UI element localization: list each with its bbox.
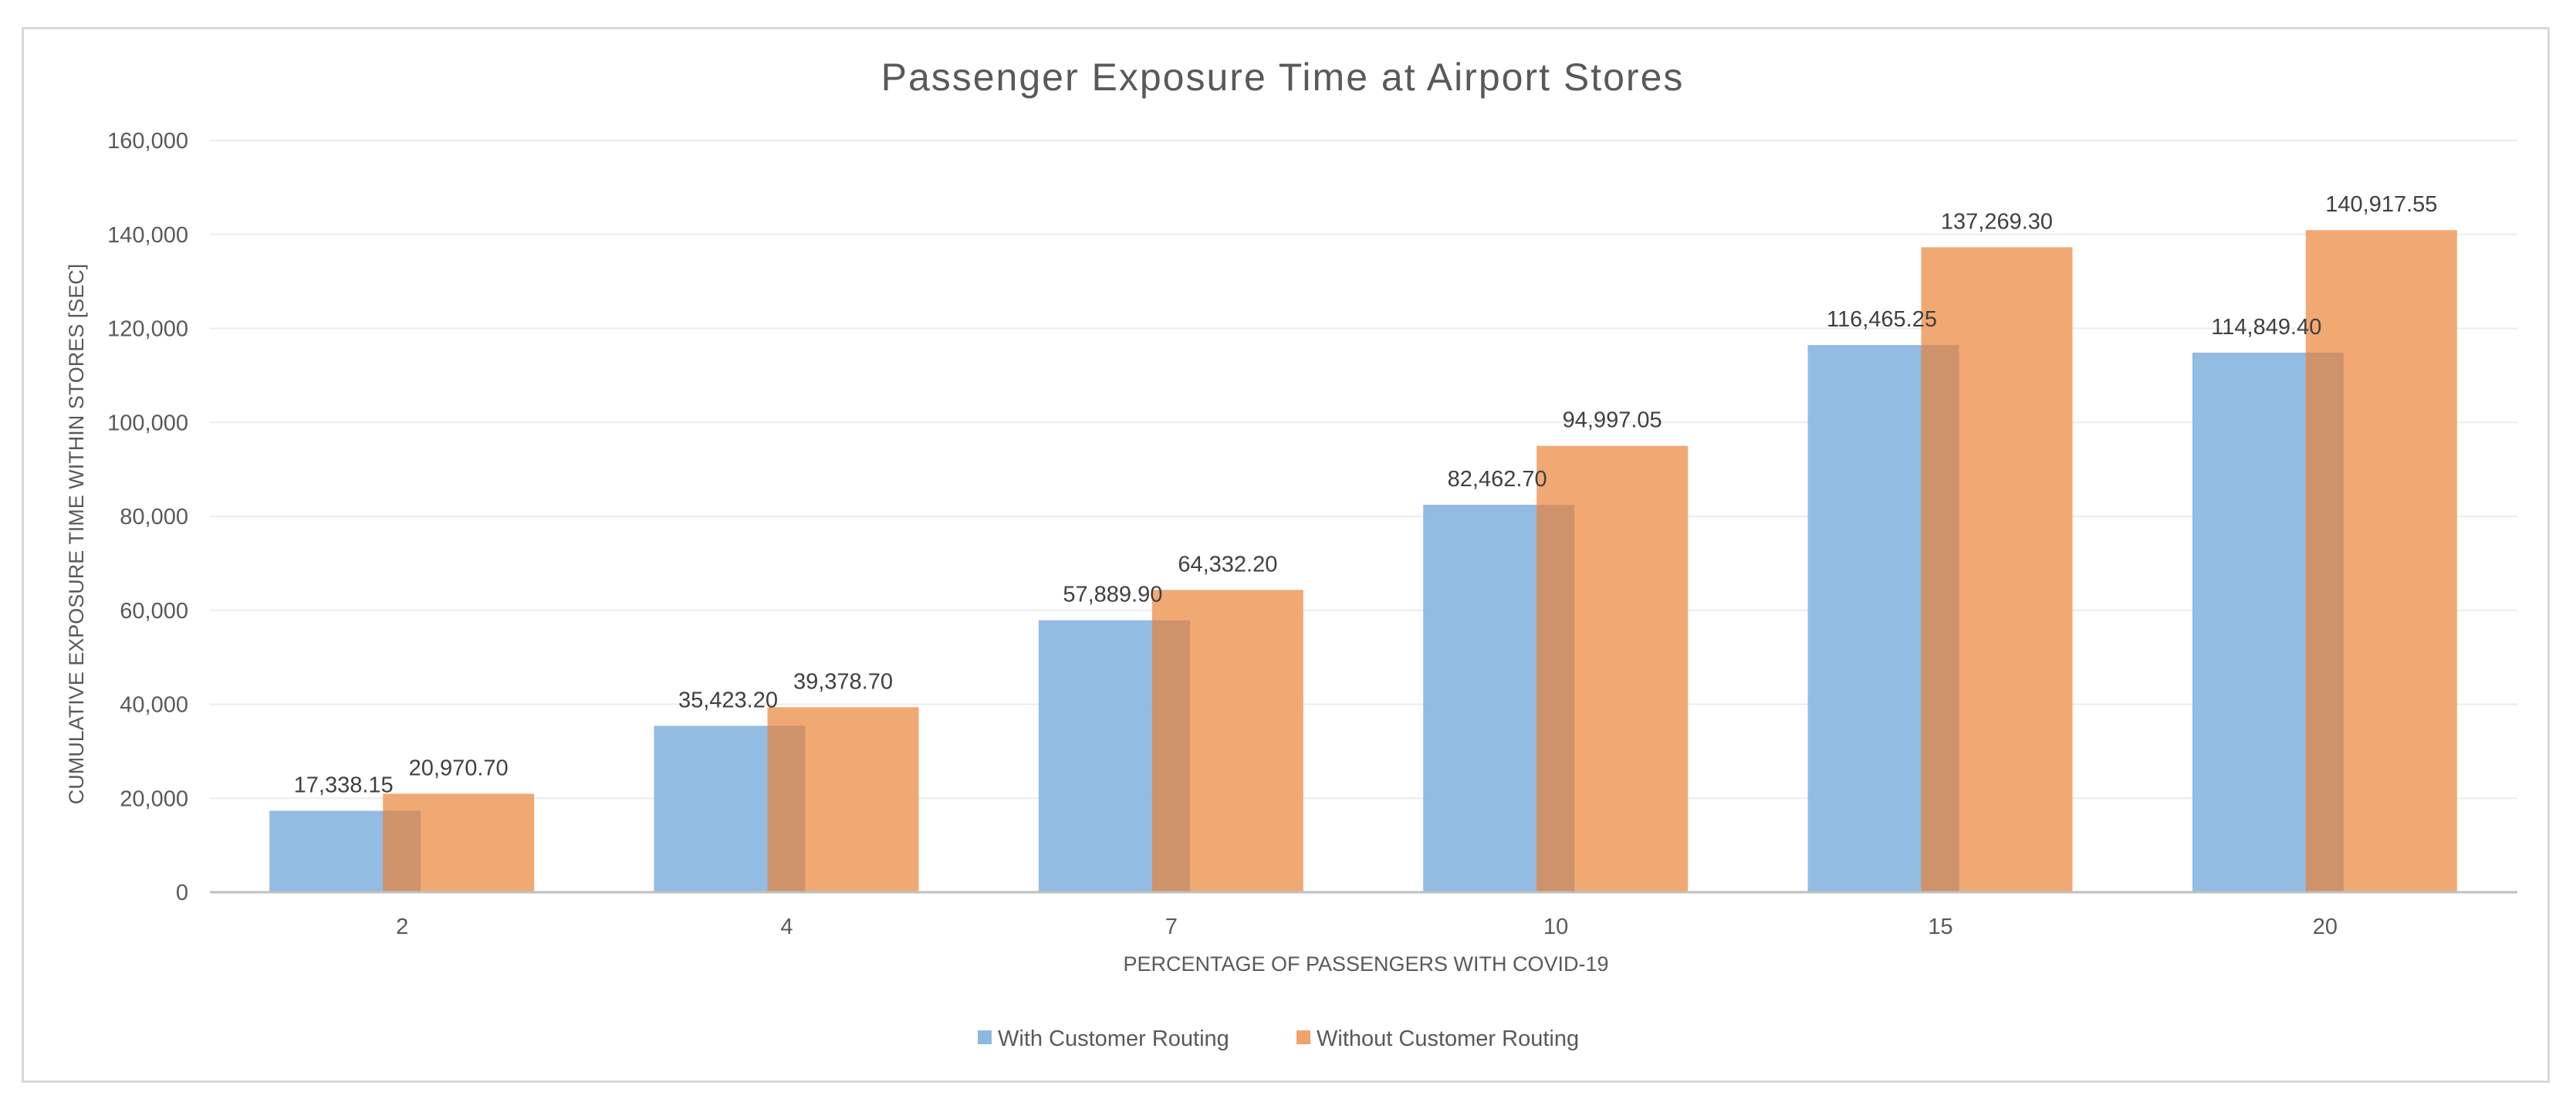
y-tick-label: 40,000 <box>120 693 188 718</box>
y-tick-label: 60,000 <box>120 599 188 624</box>
y-tick-label: 120,000 <box>107 317 188 342</box>
bar-overlap <box>1921 345 1959 892</box>
bars <box>269 230 2457 893</box>
data-label: 82,462.70 <box>1448 467 1547 492</box>
bar-overlap <box>1151 620 1190 892</box>
data-label: 140,917.55 <box>2325 192 2437 217</box>
y-tick-label: 0 <box>176 881 188 905</box>
x-tick-label: 10 <box>1543 915 1568 939</box>
gridlines <box>210 140 2517 800</box>
chart-frame <box>22 27 2550 1083</box>
legend-swatch <box>1296 1030 1310 1044</box>
data-labels: 17,338.15 35,423.20 57,889.90 82,462.70 116,… <box>294 192 2438 797</box>
y-tick-label: 20,000 <box>120 786 188 811</box>
data-label: 39,378.70 <box>793 669 893 694</box>
legend-label: Without Customer Routing <box>1317 1027 1579 1051</box>
legend-swatch <box>978 1030 992 1044</box>
bar-overlap <box>767 725 806 892</box>
legend: With Customer Routing Without Customer Ro… <box>978 1027 1579 1051</box>
x-tick-label: 7 <box>1165 915 1178 939</box>
y-axis-title: CUMULATIVE EXPOSURE TIME WITHIN STORES [… <box>65 264 88 805</box>
data-label: 20,970.70 <box>409 756 509 780</box>
y-axis-ticks: 0 20,000 40,000 60,000 80,000 100,000 120,000 1… <box>107 129 188 905</box>
bar-overlap <box>1536 505 1575 892</box>
x-tick-label: 20 <box>2313 915 2338 939</box>
y-tick-label: 140,000 <box>107 223 188 248</box>
x-tick-label: 15 <box>1928 915 1952 939</box>
data-label: 137,269.30 <box>1941 209 2053 234</box>
bar-overlap <box>2305 352 2344 893</box>
x-tick-label: 2 <box>396 915 408 939</box>
legend-label: With Customer Routing <box>998 1027 1229 1051</box>
y-tick-label: 160,000 <box>107 129 188 154</box>
x-axis-title: PERCENTAGE OF PASSENGERS WITH COVID-19 <box>1123 952 1608 976</box>
bar-overlap <box>383 810 421 892</box>
x-tick-label: 4 <box>780 915 793 939</box>
data-label: 116,465.25 <box>1827 307 1937 332</box>
y-tick-label: 80,000 <box>120 505 188 529</box>
data-label: 94,997.05 <box>1563 408 1662 433</box>
chart-title: Passenger Exposure Time at Airport Store… <box>881 56 1685 99</box>
x-axis-ticks: 2 4 7 10 15 20 <box>396 915 2338 939</box>
data-label: 114,849.40 <box>2211 315 2321 340</box>
data-label: 64,332.20 <box>1178 552 1277 577</box>
y-tick-label: 100,000 <box>107 411 188 435</box>
data-label: 17,338.15 <box>294 773 394 797</box>
data-label: 57,889.90 <box>1063 583 1162 607</box>
data-label: 35,423.20 <box>678 688 778 712</box>
